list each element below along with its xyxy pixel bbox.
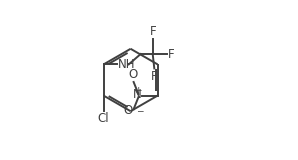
Text: O: O	[124, 104, 133, 117]
Text: F: F	[149, 25, 156, 38]
Text: Cl: Cl	[98, 112, 109, 125]
Text: F: F	[168, 48, 175, 60]
Text: NH: NH	[118, 58, 136, 71]
Text: −: −	[136, 106, 143, 115]
Text: F: F	[151, 70, 158, 83]
Text: +: +	[134, 85, 142, 95]
Text: O: O	[128, 68, 137, 81]
Text: N: N	[133, 88, 142, 101]
